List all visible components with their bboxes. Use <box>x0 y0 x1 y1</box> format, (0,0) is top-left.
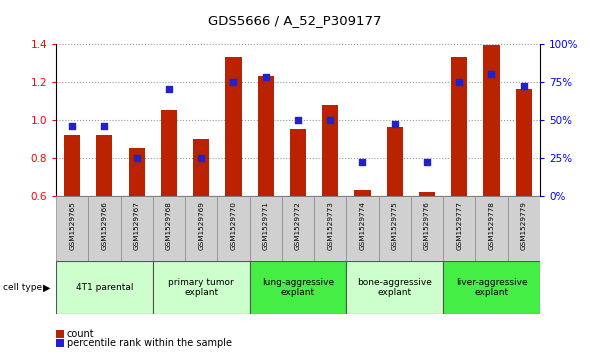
Bar <box>64 135 80 310</box>
Bar <box>386 127 403 310</box>
Text: primary tumor
explant: primary tumor explant <box>168 278 234 297</box>
Bar <box>185 196 217 261</box>
Text: GSM1529765: GSM1529765 <box>69 201 75 250</box>
Point <box>326 117 335 123</box>
Bar <box>120 196 153 261</box>
Text: GSM1529778: GSM1529778 <box>489 201 494 250</box>
Bar <box>443 196 476 261</box>
Text: ▶: ▶ <box>42 283 50 293</box>
Bar <box>225 57 241 310</box>
Point <box>67 123 77 129</box>
Text: 4T1 parental: 4T1 parental <box>76 283 133 292</box>
Bar <box>88 196 120 261</box>
Text: GSM1529776: GSM1529776 <box>424 201 430 250</box>
Bar <box>129 148 145 310</box>
Text: cell type: cell type <box>3 283 42 292</box>
Text: liver-aggressive
explant: liver-aggressive explant <box>455 278 527 297</box>
Text: GSM1529775: GSM1529775 <box>392 201 398 250</box>
Bar <box>516 89 532 310</box>
Bar <box>419 192 435 310</box>
Text: GDS5666 / A_52_P309177: GDS5666 / A_52_P309177 <box>208 15 382 28</box>
Bar <box>483 45 500 310</box>
Point <box>293 117 303 123</box>
Text: GSM1529779: GSM1529779 <box>521 201 527 250</box>
Text: GSM1529771: GSM1529771 <box>263 201 268 250</box>
Bar <box>411 196 443 261</box>
Point <box>164 86 173 92</box>
Text: GSM1529766: GSM1529766 <box>101 201 107 250</box>
Point <box>519 83 529 89</box>
Point <box>132 155 142 161</box>
Point <box>196 155 206 161</box>
Point <box>100 123 109 129</box>
Text: GSM1529769: GSM1529769 <box>198 201 204 250</box>
Bar <box>217 196 250 261</box>
Bar <box>56 196 88 261</box>
Bar <box>290 129 306 310</box>
Bar <box>153 196 185 261</box>
Bar <box>258 76 274 310</box>
Bar <box>322 105 338 310</box>
Text: GSM1529773: GSM1529773 <box>327 201 333 250</box>
Text: GSM1529772: GSM1529772 <box>295 201 301 250</box>
Text: GSM1529770: GSM1529770 <box>231 201 237 250</box>
Point <box>358 160 367 166</box>
Point <box>487 71 496 77</box>
Bar <box>443 261 540 314</box>
Bar <box>250 261 346 314</box>
Bar <box>451 57 467 310</box>
Bar <box>346 261 443 314</box>
Text: percentile rank within the sample: percentile rank within the sample <box>67 338 232 348</box>
Bar <box>379 196 411 261</box>
Bar <box>355 190 371 310</box>
Text: GSM1529767: GSM1529767 <box>134 201 140 250</box>
Bar <box>193 139 209 310</box>
Bar <box>161 110 177 310</box>
Text: lung-aggressive
explant: lung-aggressive explant <box>262 278 334 297</box>
Text: GSM1529774: GSM1529774 <box>359 201 365 250</box>
Point <box>229 79 238 85</box>
Text: GSM1529777: GSM1529777 <box>456 201 462 250</box>
Point <box>454 79 464 85</box>
Text: count: count <box>67 329 94 339</box>
Point <box>261 74 270 80</box>
Point <box>390 122 399 127</box>
Bar <box>250 196 282 261</box>
Point <box>422 160 432 166</box>
Text: bone-aggressive
explant: bone-aggressive explant <box>358 278 432 297</box>
Bar <box>56 261 153 314</box>
Bar <box>153 261 250 314</box>
Bar <box>346 196 379 261</box>
Bar <box>507 196 540 261</box>
Bar <box>282 196 314 261</box>
Bar <box>314 196 346 261</box>
Text: GSM1529768: GSM1529768 <box>166 201 172 250</box>
Bar <box>96 135 113 310</box>
Bar <box>476 196 507 261</box>
